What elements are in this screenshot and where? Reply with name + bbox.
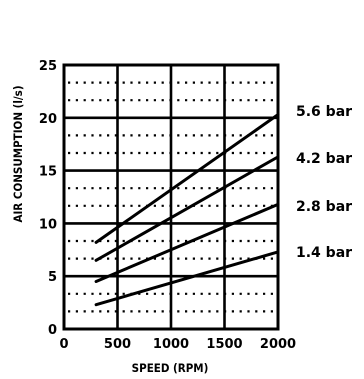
grid: [64, 65, 278, 329]
y-tick-label: 20: [39, 112, 57, 127]
series-label-2-8-bar: 2.8 bar: [296, 199, 352, 215]
x-tick-label: 1500: [206, 337, 242, 352]
series-label-5-6-bar: 5.6 bar: [296, 104, 352, 120]
series-line-4-2-bar: [94, 155, 280, 262]
series-line-2-8-bar: [94, 202, 280, 283]
y-axis-title: AIR CONSUMPTION (l/s): [11, 85, 25, 222]
series-label-4-2-bar: 4.2 bar: [296, 151, 352, 167]
y-tick-label: 10: [39, 217, 57, 232]
y-tick-label: 5: [48, 270, 57, 285]
plot-border: [62, 63, 280, 331]
series-lines: [94, 113, 280, 307]
x-tick-label: 500: [104, 337, 131, 352]
series-line-1-4-bar: [94, 250, 280, 307]
series-line-5-6-bar: [94, 113, 280, 244]
x-axis-title: SPEED (RPM): [132, 361, 209, 375]
y-tick-label: 0: [48, 323, 57, 338]
x-tick-label: 1000: [153, 337, 189, 352]
y-tick-label: 15: [39, 165, 57, 180]
series-labels: 5.6 bar 4.2 bar 2.8 bar 1.4 bar: [296, 104, 352, 261]
x-tick-label: 0: [59, 337, 68, 352]
x-tick-label: 2000: [260, 337, 296, 352]
y-tick-label: 25: [39, 59, 57, 74]
series-label-1-4-bar: 1.4 bar: [296, 245, 352, 261]
plot-frame: [62, 63, 280, 331]
x-tick-labels: 0 500 1000 1500 2000: [59, 337, 296, 352]
y-tick-labels: 0 5 10 15 20 25: [39, 59, 57, 338]
